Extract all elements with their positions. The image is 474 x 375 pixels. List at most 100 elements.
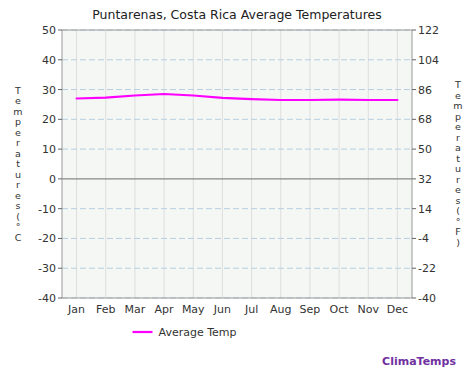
watermark: ClimaTemps [382,355,456,368]
y2-tick [412,268,416,269]
y2-axis-label-char: t [456,153,460,164]
y-tick-label: 0 [49,173,56,186]
y-tick-label: 30 [42,84,56,97]
y-tick [58,178,62,179]
y2-tick-label: 14 [418,203,432,216]
y-axis-label-char: a [15,148,21,159]
legend-item: Average Temp [133,326,237,339]
y2-axis-label-char: u [455,163,461,174]
grid-line-x [222,30,223,298]
x-tick-label: Aug [270,303,291,316]
y-tick [58,119,62,120]
y-axis-label-char: u [15,169,21,180]
background [0,0,474,375]
y-axis-label-char: t [16,158,20,169]
y2-tick [412,208,416,209]
grid-line-x [368,30,369,298]
y-axis-label-char: T [14,85,21,96]
grid-line-x [309,30,310,298]
y2-tick-label: 86 [418,84,432,97]
series-line [77,94,398,100]
y2-tick-label: -4 [418,232,429,245]
y2-tick [412,30,416,31]
y2-axis-label-char: ° [456,216,461,227]
grid-line-x [134,30,135,298]
y2-axis-label-char: e [455,184,461,195]
grid-line-y [62,208,412,209]
y2-tick-label: -40 [418,292,436,305]
x-tick-label: Mar [125,303,146,316]
y2-tick-label: 68 [418,113,432,126]
y-axis-label-char: e [15,127,21,138]
y-tick-label: 50 [42,24,56,37]
y2-tick-label: 32 [418,173,432,186]
series-group [77,94,398,100]
y-tick [58,89,62,90]
y-tick [58,59,62,60]
y2-axis-label-char: T [454,79,461,90]
y2-tick [412,149,416,150]
y2-axis-label-char: m [453,100,462,111]
y2-tick [412,89,416,90]
y2-tick-label: 50 [418,143,432,156]
y2-axis-label-char: e [455,121,461,132]
y-tick-label: -40 [38,292,56,305]
y-axis-label: Temperatures(°C [13,85,22,243]
grid-line-x [193,30,194,298]
y-axis-label-char: s [16,200,21,211]
grid-line-y [62,89,412,90]
grid-line-y [62,149,412,150]
y-tick-label: -20 [38,232,56,245]
y-tick [58,208,62,209]
plot-area [62,30,412,298]
grid-line-x [105,30,106,298]
y2-tick-label: 122 [418,24,439,37]
x-tick-label: Oct [330,303,350,316]
grid-line-x [280,30,281,298]
y-tick [58,298,62,299]
y2-axis-label-char: ( [456,205,460,216]
grid-line-y [62,59,412,60]
y-tick [58,149,62,150]
legend-swatch [133,331,153,333]
y2-axis-label: Temperatures(°F) [453,79,462,248]
y2-tick [412,59,416,60]
y-axis-label-char: e [15,190,21,201]
grid-line-x [397,30,398,298]
y2-tick [412,119,416,120]
x-tick-label: Jul [244,303,258,316]
y2-axis-label-char: r [456,132,460,143]
x-tick-label: Feb [96,303,115,316]
y2-axis-label-char: a [455,142,461,153]
y-axis-label-char: C [15,232,22,243]
y-tick-label: -30 [38,262,56,275]
y-axis-label-char: ( [16,211,20,222]
y-tick [58,268,62,269]
y-axis-label-char: ° [16,221,21,232]
y2-axis-label-char: ) [456,237,460,248]
y-axis-label-char: r [16,179,20,190]
y2-axis-label-char: r [456,174,460,185]
x-tick-label: Jan [67,303,85,316]
y2-tick [412,298,416,299]
y2-axis-label-char: F [455,226,460,237]
y2-tick-label: 104 [418,54,439,67]
y2-tick-label: -22 [418,262,436,275]
y-axis-label-char: e [15,95,21,106]
x-tick-label: Nov [358,303,380,316]
grid-line-x [339,30,340,298]
grid-line-y [62,238,412,239]
y-axis-label-char: p [15,116,21,127]
y2-axis-label-char: s [456,195,461,206]
grid-line-y [62,119,412,120]
zero-line [62,178,412,179]
y-tick [58,30,62,31]
y2-tick [412,178,416,179]
y2-axis-label-char: p [455,111,461,122]
chart: -40-30-20-1001020304050-40-22-4143250688… [0,0,474,375]
x-tick-label: Sep [300,303,321,316]
y-tick-label: 20 [42,113,56,126]
grid-line-x [76,30,77,298]
x-tick-label: May [182,303,205,316]
title: Puntarenas, Costa Rica Average Temperatu… [92,7,381,22]
